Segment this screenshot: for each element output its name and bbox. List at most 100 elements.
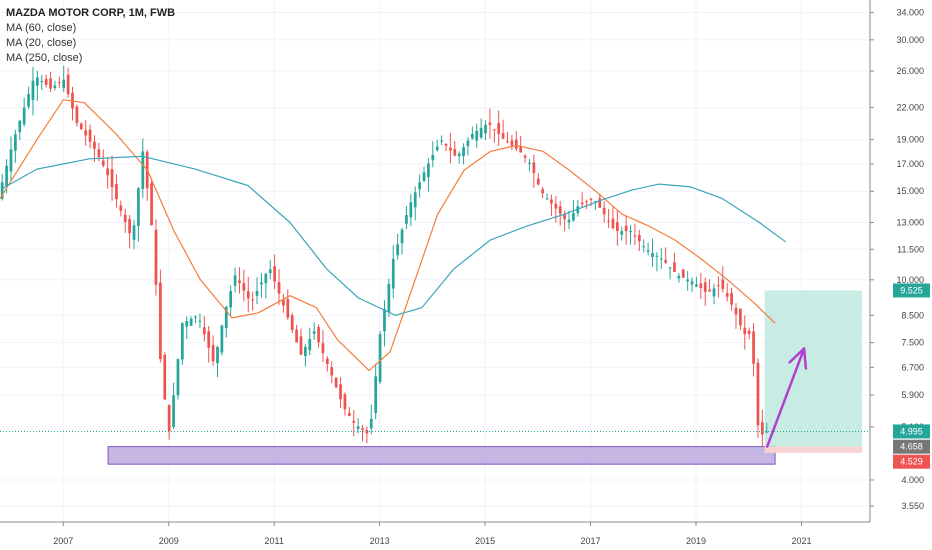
candle-body	[646, 250, 650, 252]
candle-body	[220, 325, 224, 353]
candle-body	[356, 426, 360, 429]
candle-body	[708, 289, 711, 292]
candle-body	[93, 141, 96, 149]
chart-title[interactable]: MAZDA MOTOR CORP, 1M, FWB	[6, 7, 176, 19]
candle-body	[49, 78, 52, 89]
candle-body	[431, 155, 435, 161]
candle-body	[194, 316, 197, 318]
legend-ma20[interactable]: MA (20, close)	[6, 37, 77, 49]
price-tick-label: 11.500	[897, 244, 924, 254]
candle-body	[286, 299, 290, 318]
candle-body	[347, 412, 351, 416]
candle-body	[282, 299, 285, 306]
candle-body	[27, 94, 30, 107]
legend-ma60[interactable]: MA (60, close)	[6, 22, 77, 34]
candle-body	[413, 192, 417, 208]
candle-body	[444, 143, 448, 146]
candle-body	[167, 404, 171, 432]
candle-body	[633, 235, 637, 237]
candle-body	[238, 280, 241, 284]
candle-body	[532, 162, 536, 174]
candle-body	[739, 308, 742, 326]
candle-body	[519, 146, 523, 153]
legend-ma250[interactable]: MA (250, close)	[6, 52, 83, 64]
candle-body	[304, 346, 307, 357]
candle-body	[615, 222, 619, 232]
candle-body	[18, 120, 22, 133]
candle-body	[479, 127, 483, 138]
candle-body	[251, 299, 255, 301]
drawing-zones	[107, 290, 863, 465]
time-tick-label: 2021	[791, 536, 811, 546]
time-tick-label: 2017	[581, 536, 601, 546]
ma60-line	[2, 155, 786, 316]
candle-body	[567, 219, 571, 223]
stop-zone	[764, 446, 863, 453]
price-tag-label: 4.529	[900, 457, 923, 467]
candle-body	[295, 329, 298, 343]
candle-body	[422, 172, 426, 181]
candle-body	[501, 133, 505, 139]
candle-body	[264, 273, 268, 284]
drawing-overlay	[0, 347, 870, 448]
candle-body	[418, 182, 421, 190]
candle-body	[110, 169, 114, 188]
candle-body	[150, 183, 153, 226]
candle-body	[580, 202, 584, 205]
candle-body	[229, 291, 233, 308]
candle-body	[664, 259, 668, 263]
candle-body	[484, 124, 487, 134]
candle-body	[277, 282, 281, 294]
candle-body	[255, 290, 259, 296]
price-tick-label: 15.000	[896, 186, 924, 196]
candle-body	[123, 214, 127, 223]
price-tick-label: 6.700	[901, 362, 924, 372]
candle-body	[189, 318, 193, 326]
candle-body	[325, 358, 329, 365]
candle-body	[523, 155, 527, 158]
candle-body	[721, 279, 725, 289]
candle-body	[602, 207, 606, 215]
candle-body	[330, 367, 334, 376]
candle-body	[637, 234, 641, 242]
price-tick-label: 7.500	[901, 338, 924, 348]
candle-body	[9, 149, 13, 172]
candle-body	[132, 225, 136, 240]
candle-body	[765, 431, 769, 433]
price-tick-label: 8.500	[901, 310, 924, 320]
candle-body	[0, 182, 4, 199]
candle-body	[202, 327, 206, 335]
candle-body	[334, 377, 338, 388]
candle-body	[563, 214, 566, 220]
candle-body	[317, 327, 320, 343]
candle-body	[185, 320, 189, 327]
candle-body	[514, 139, 518, 149]
candle-body	[760, 422, 764, 435]
candle-body	[409, 202, 413, 218]
candle-body	[554, 203, 558, 209]
candle-body	[752, 331, 755, 364]
candle-body	[668, 267, 672, 269]
candle-body	[57, 82, 61, 84]
candle-body	[22, 107, 26, 125]
candle-body	[681, 269, 685, 278]
price-tag-box	[893, 439, 930, 454]
candle-body	[75, 106, 79, 124]
candle-body	[510, 140, 514, 146]
candle-body	[624, 225, 628, 232]
candle-body	[536, 178, 540, 185]
candle-body	[115, 183, 118, 200]
price-tick-label: 26.000	[896, 66, 924, 76]
candle-body	[435, 146, 439, 151]
candle-body	[730, 292, 733, 305]
price-tags: 9.525 4.995 4.658 4.529	[893, 283, 930, 469]
price-tick-label: 4.000	[901, 475, 924, 485]
candle-body	[462, 147, 465, 157]
candle-body	[207, 331, 211, 348]
ma20-line	[0, 99, 776, 372]
candle-body	[589, 198, 593, 200]
candle-body	[558, 206, 562, 214]
price-tick-label: 30.000	[896, 35, 924, 45]
candle-body	[642, 246, 646, 248]
